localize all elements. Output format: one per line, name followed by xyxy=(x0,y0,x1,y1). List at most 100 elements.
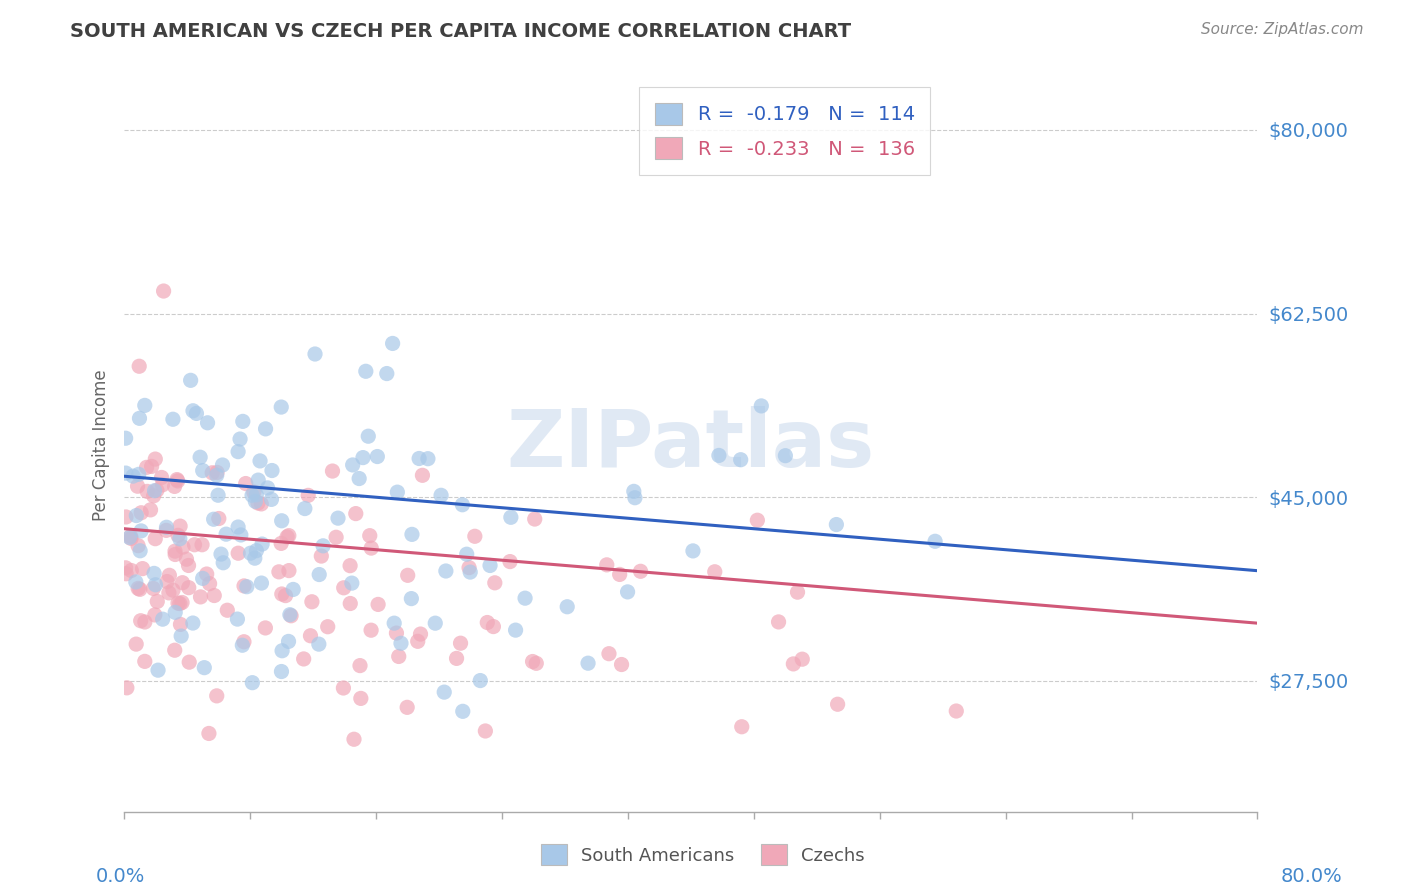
Point xyxy=(243,485,266,500)
Point xyxy=(555,599,578,614)
Point xyxy=(128,467,150,482)
Point xyxy=(270,536,292,550)
Point xyxy=(239,546,262,560)
Point xyxy=(513,591,536,606)
Point xyxy=(609,567,631,582)
Point xyxy=(240,675,263,690)
Point xyxy=(408,451,430,466)
Point xyxy=(129,614,152,628)
Point xyxy=(143,452,166,467)
Point xyxy=(730,452,752,467)
Point xyxy=(183,538,205,552)
Point xyxy=(347,471,370,485)
Point xyxy=(155,524,177,538)
Point xyxy=(299,629,322,643)
Point xyxy=(450,636,472,650)
Point xyxy=(598,647,620,661)
Point xyxy=(401,591,423,606)
Text: ZIPatlas: ZIPatlas xyxy=(506,406,875,483)
Point xyxy=(215,527,238,541)
Point xyxy=(270,514,292,528)
Point xyxy=(703,565,725,579)
Point xyxy=(169,519,191,533)
Point xyxy=(180,373,202,387)
Point xyxy=(682,544,704,558)
Point xyxy=(433,685,456,699)
Point xyxy=(312,539,335,553)
Point xyxy=(233,579,256,593)
Point xyxy=(825,517,848,532)
Point xyxy=(411,468,433,483)
Point xyxy=(236,580,259,594)
Point xyxy=(385,626,408,640)
Point xyxy=(245,488,267,502)
Point xyxy=(157,568,180,582)
Point xyxy=(150,470,173,484)
Point xyxy=(120,532,142,546)
Point xyxy=(297,488,319,502)
Text: Source: ZipAtlas.com: Source: ZipAtlas.com xyxy=(1201,22,1364,37)
Point xyxy=(166,473,188,487)
Point xyxy=(416,451,439,466)
Point xyxy=(125,574,148,589)
Point xyxy=(152,284,174,298)
Point xyxy=(247,473,270,487)
Point xyxy=(366,450,388,464)
Point xyxy=(482,619,505,633)
Point xyxy=(143,607,166,622)
Point xyxy=(232,414,254,428)
Point xyxy=(283,582,305,597)
Point xyxy=(233,634,256,648)
Point xyxy=(388,649,411,664)
Point xyxy=(792,652,814,666)
Point xyxy=(470,673,492,688)
Point xyxy=(120,564,142,578)
Point xyxy=(342,458,364,472)
Point xyxy=(270,665,292,679)
Point xyxy=(782,657,804,671)
Point xyxy=(458,565,481,579)
Point xyxy=(235,476,257,491)
Point xyxy=(179,655,201,669)
Point xyxy=(209,547,232,561)
Point xyxy=(247,496,270,510)
Point xyxy=(339,558,361,573)
Point xyxy=(430,488,453,502)
Point xyxy=(256,481,278,495)
Point xyxy=(294,501,316,516)
Point xyxy=(198,576,221,591)
Point xyxy=(231,638,253,652)
Point xyxy=(163,643,186,657)
Point xyxy=(146,594,169,608)
Point xyxy=(193,660,215,674)
Point xyxy=(340,576,363,591)
Point xyxy=(250,537,273,551)
Point xyxy=(479,558,502,573)
Point xyxy=(127,539,149,553)
Point xyxy=(172,575,194,590)
Point xyxy=(524,657,547,671)
Point xyxy=(172,540,194,554)
Point xyxy=(382,616,405,631)
Point xyxy=(136,484,159,499)
Point xyxy=(169,532,191,546)
Point xyxy=(120,529,142,543)
Point xyxy=(304,347,326,361)
Point xyxy=(499,555,522,569)
Point xyxy=(122,469,145,483)
Point xyxy=(576,656,599,670)
Point xyxy=(129,506,152,520)
Point xyxy=(354,364,377,378)
Point xyxy=(499,510,522,524)
Point xyxy=(181,615,204,630)
Point xyxy=(134,615,156,629)
Point xyxy=(451,498,474,512)
Point xyxy=(522,655,544,669)
Point xyxy=(250,497,273,511)
Point xyxy=(278,607,301,622)
Point xyxy=(131,561,153,575)
Point xyxy=(128,411,150,425)
Point xyxy=(945,704,967,718)
Point xyxy=(731,720,754,734)
Point xyxy=(170,595,193,609)
